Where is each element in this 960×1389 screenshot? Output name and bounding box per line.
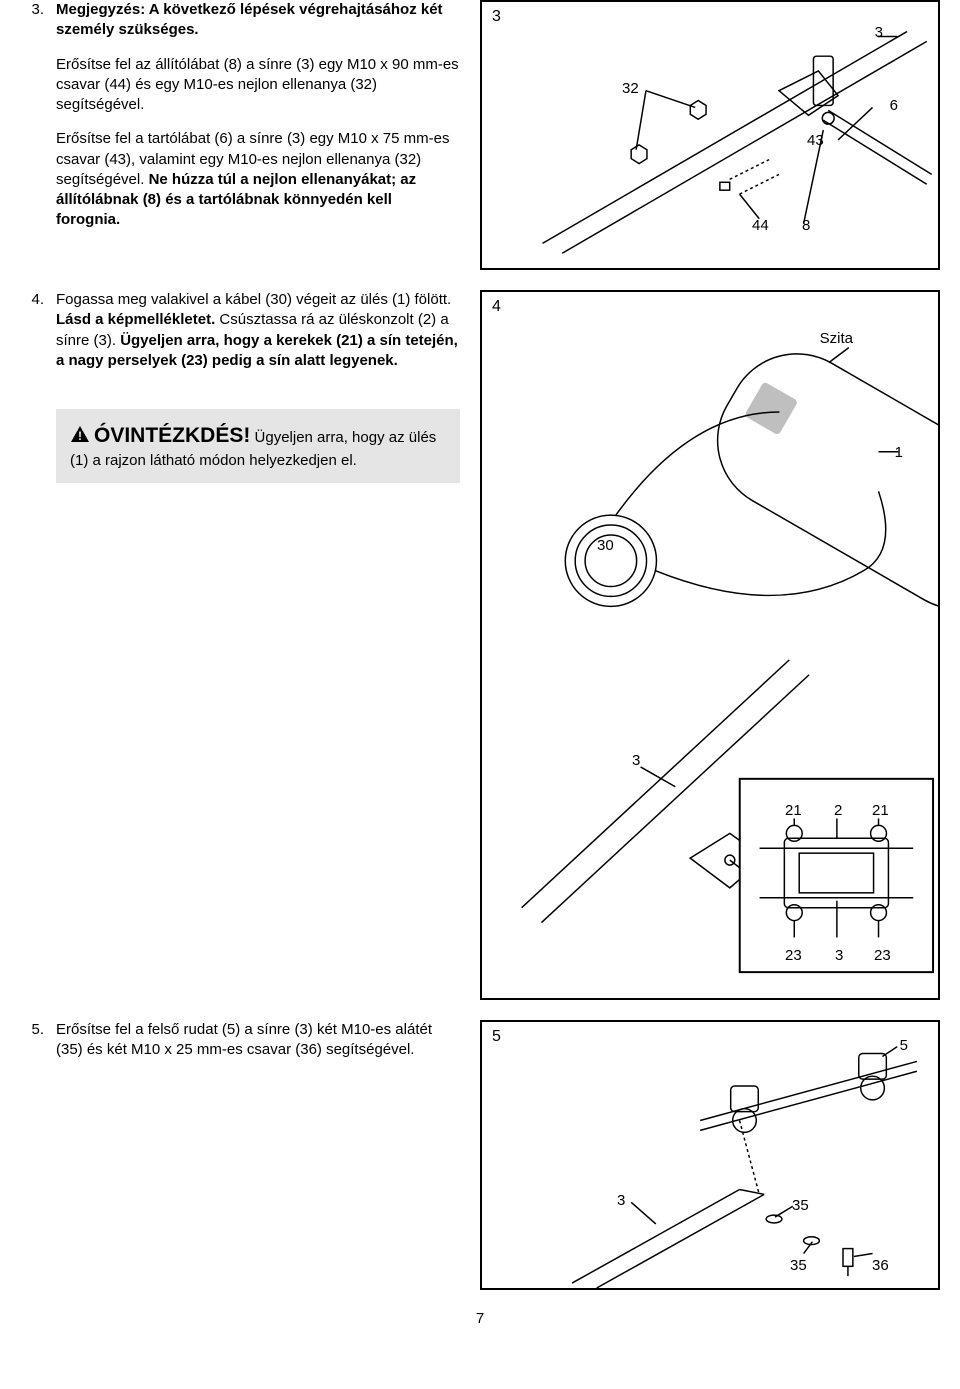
step-5-body: Erősítse fel a felső rudat (5) a sínre (… xyxy=(56,1020,460,1075)
fig4-inset-21b: 21 xyxy=(872,802,889,819)
step-4-number: 4. xyxy=(20,290,44,385)
figure-4-corner-number: 4 xyxy=(492,298,501,316)
fig3-label-43: 43 xyxy=(807,132,824,149)
step-5-number: 5. xyxy=(20,1020,44,1075)
step-5-text: 5. Erősítse fel a felső rudat (5) a sínr… xyxy=(20,1020,460,1075)
figure-3-frame: 3 xyxy=(480,0,940,270)
step-5-row: 5. Erősítse fel a felső rudat (5) a sínr… xyxy=(20,1020,940,1290)
step-5-para-1: Erősítse fel a felső rudat (5) a sínre (… xyxy=(56,1020,460,1061)
figure-5-svg xyxy=(482,1022,938,1288)
fig3-label-32: 32 xyxy=(622,80,639,97)
figure-5-column: 5 xyxy=(480,1020,940,1290)
fig3-label-44: 44 xyxy=(752,217,769,234)
fig4-label-3: 3 xyxy=(632,752,640,769)
step-3-para-3: Erősítse fel a tartólábat (6) a sínre (3… xyxy=(56,129,460,230)
figure-4-svg xyxy=(482,292,938,998)
warning-title: ÓVINTÉZKDÉS! xyxy=(94,424,250,447)
step-3-para-2: Erősítse fel az állítólábat (8) a sínre … xyxy=(56,55,460,116)
fig4-label-szita: Szita xyxy=(820,330,853,347)
figure-3-column: 3 xyxy=(480,0,940,270)
fig4-inset-2: 2 xyxy=(834,802,842,819)
step-3-text: 3. Megjegyzés: A következő lépések végre… xyxy=(20,0,460,245)
step-3-row: 3. Megjegyzés: A következő lépések végre… xyxy=(20,0,940,270)
step-3-para-1: Megjegyzés: A következő lépések végrehaj… xyxy=(56,0,460,41)
fig4-inset-23a: 23 xyxy=(785,947,802,964)
fig3-label-6: 6 xyxy=(890,97,898,114)
step-4-row: 4. Fogassa meg valakivel a kábel (30) vé… xyxy=(20,290,940,1000)
fig4-label-30: 30 xyxy=(597,537,614,554)
figure-3-svg xyxy=(482,2,938,268)
figure-4-frame: 4 xyxy=(480,290,940,1000)
page-number: 7 xyxy=(20,1310,940,1327)
figure-5-frame: 5 xyxy=(480,1020,940,1290)
figure-3-corner-number: 3 xyxy=(492,8,501,26)
step-3-number: 3. xyxy=(20,0,44,245)
figure-4-column: 4 xyxy=(480,290,940,1000)
svg-text:!: ! xyxy=(78,429,82,443)
fig5-label-5: 5 xyxy=(900,1037,908,1054)
fig4-inset-23b: 23 xyxy=(874,947,891,964)
fig3-label-8: 8 xyxy=(802,217,810,234)
fig5-label-35b: 35 xyxy=(790,1257,807,1274)
warning-box: ! ÓVINTÉZKDÉS! Ügyeljen arra, hogy az ül… xyxy=(56,409,460,483)
fig4-inset-3: 3 xyxy=(835,947,843,964)
step-4-para-1: Fogassa meg valakivel a kábel (30) végei… xyxy=(56,290,460,371)
step-4-body: Fogassa meg valakivel a kábel (30) végei… xyxy=(56,290,460,385)
fig3-label-3: 3 xyxy=(875,24,883,41)
fig5-label-36: 36 xyxy=(872,1257,889,1274)
fig4-label-1: 1 xyxy=(895,444,903,461)
fig5-label-3: 3 xyxy=(617,1192,625,1209)
fig5-label-35a: 35 xyxy=(792,1197,809,1214)
figure-5-corner-number: 5 xyxy=(492,1028,501,1046)
fig4-inset-21a: 21 xyxy=(785,802,802,819)
warning-icon: ! xyxy=(70,425,90,449)
step-3-body: Megjegyzés: A következő lépések végrehaj… xyxy=(56,0,460,245)
step-4-text: 4. Fogassa meg valakivel a kábel (30) vé… xyxy=(20,290,460,483)
